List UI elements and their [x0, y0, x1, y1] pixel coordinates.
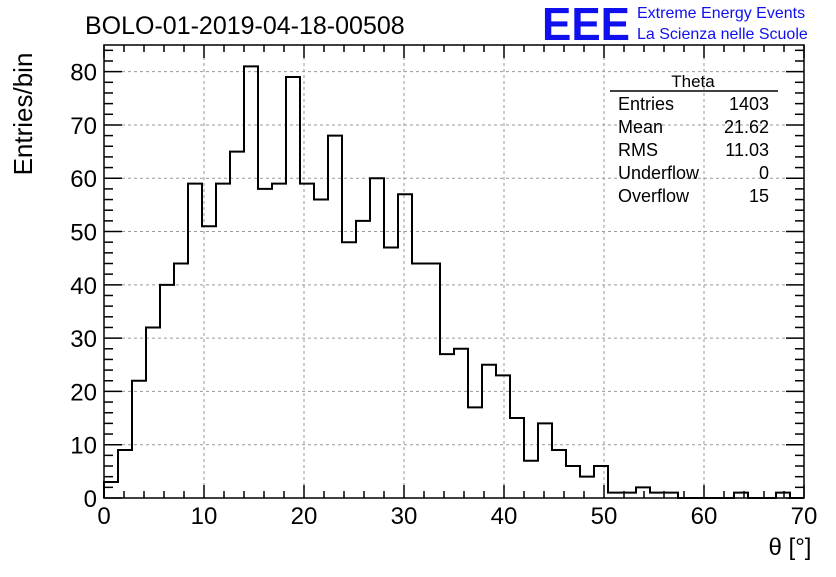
stats-value: 1403	[729, 94, 769, 114]
axis-ticks: 0 10 20 30 40 50 60 70 0 10 20 30 40 50 60 70 80	[70, 45, 817, 530]
stats-title: Theta	[671, 72, 715, 91]
x-tick-label: 60	[691, 503, 718, 530]
y-tick-label: 0	[84, 486, 97, 513]
x-tick-label: 10	[191, 503, 218, 530]
stats-label: Underflow	[618, 163, 700, 183]
x-axis-title: θ [°]	[769, 534, 812, 561]
stats-box: Theta Entries 1403 Mean 21.62 RMS 11.03 Underf…	[610, 72, 778, 206]
histogram-line	[103, 65, 804, 499]
grid-lines	[104, 45, 804, 498]
stats-value: 0	[759, 163, 769, 183]
stats-label: Mean	[618, 117, 663, 137]
stats-value: 21.62	[724, 117, 769, 137]
y-tick-label: 60	[70, 166, 97, 193]
x-tick-label: 20	[291, 503, 318, 530]
y-tick-label: 20	[70, 379, 97, 406]
logo-mark: EEE	[542, 0, 630, 50]
x-tick-label: 40	[491, 503, 518, 530]
stats-label: RMS	[618, 140, 658, 160]
stats-label: Overflow	[618, 186, 690, 206]
y-tick-label: 80	[70, 60, 97, 87]
x-tick-label: 50	[591, 503, 618, 530]
stats-label: Entries	[618, 94, 674, 114]
x-tick-label: 30	[391, 503, 418, 530]
eee-logo: EEE Extreme Energy Events La Scienza nel…	[542, 0, 808, 50]
x-tick-label: 0	[97, 503, 110, 530]
logo-line-1: Extreme Energy Events	[637, 5, 805, 22]
y-tick-label: 10	[70, 433, 97, 460]
y-tick-label: 70	[70, 113, 97, 140]
y-tick-label: 50	[70, 220, 97, 247]
plot-title: BOLO-01-2019-04-18-00508	[85, 12, 405, 40]
stats-value: 11.03	[725, 140, 769, 160]
y-tick-label: 40	[70, 273, 97, 300]
plot-frame	[103, 44, 805, 499]
stats-value: 15	[749, 186, 769, 206]
y-tick-label: 30	[70, 326, 97, 353]
logo-line-2: La Scienza nelle Scuole	[637, 26, 808, 43]
x-tick-label: 70	[791, 503, 818, 530]
y-axis-title: Entries/bin	[8, 53, 38, 176]
